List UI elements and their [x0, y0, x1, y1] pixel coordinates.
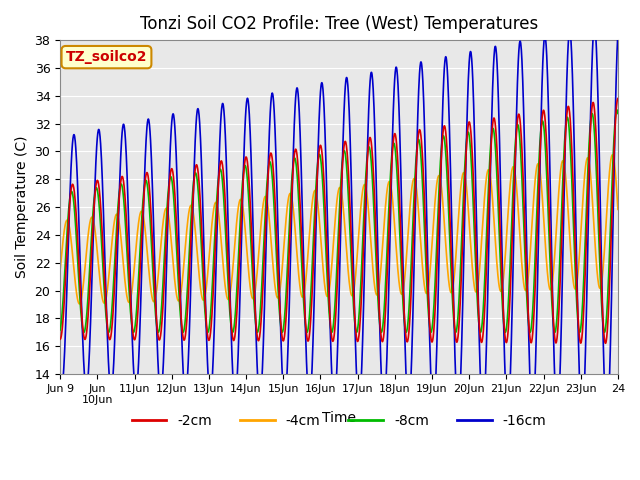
X-axis label: Time: Time [322, 411, 356, 425]
Legend: -2cm, -4cm, -8cm, -16cm: -2cm, -4cm, -8cm, -16cm [126, 409, 552, 434]
Text: TZ_soilco2: TZ_soilco2 [66, 50, 147, 64]
Y-axis label: Soil Temperature (C): Soil Temperature (C) [15, 136, 29, 278]
Title: Tonzi Soil CO2 Profile: Tree (West) Temperatures: Tonzi Soil CO2 Profile: Tree (West) Temp… [140, 15, 538, 33]
